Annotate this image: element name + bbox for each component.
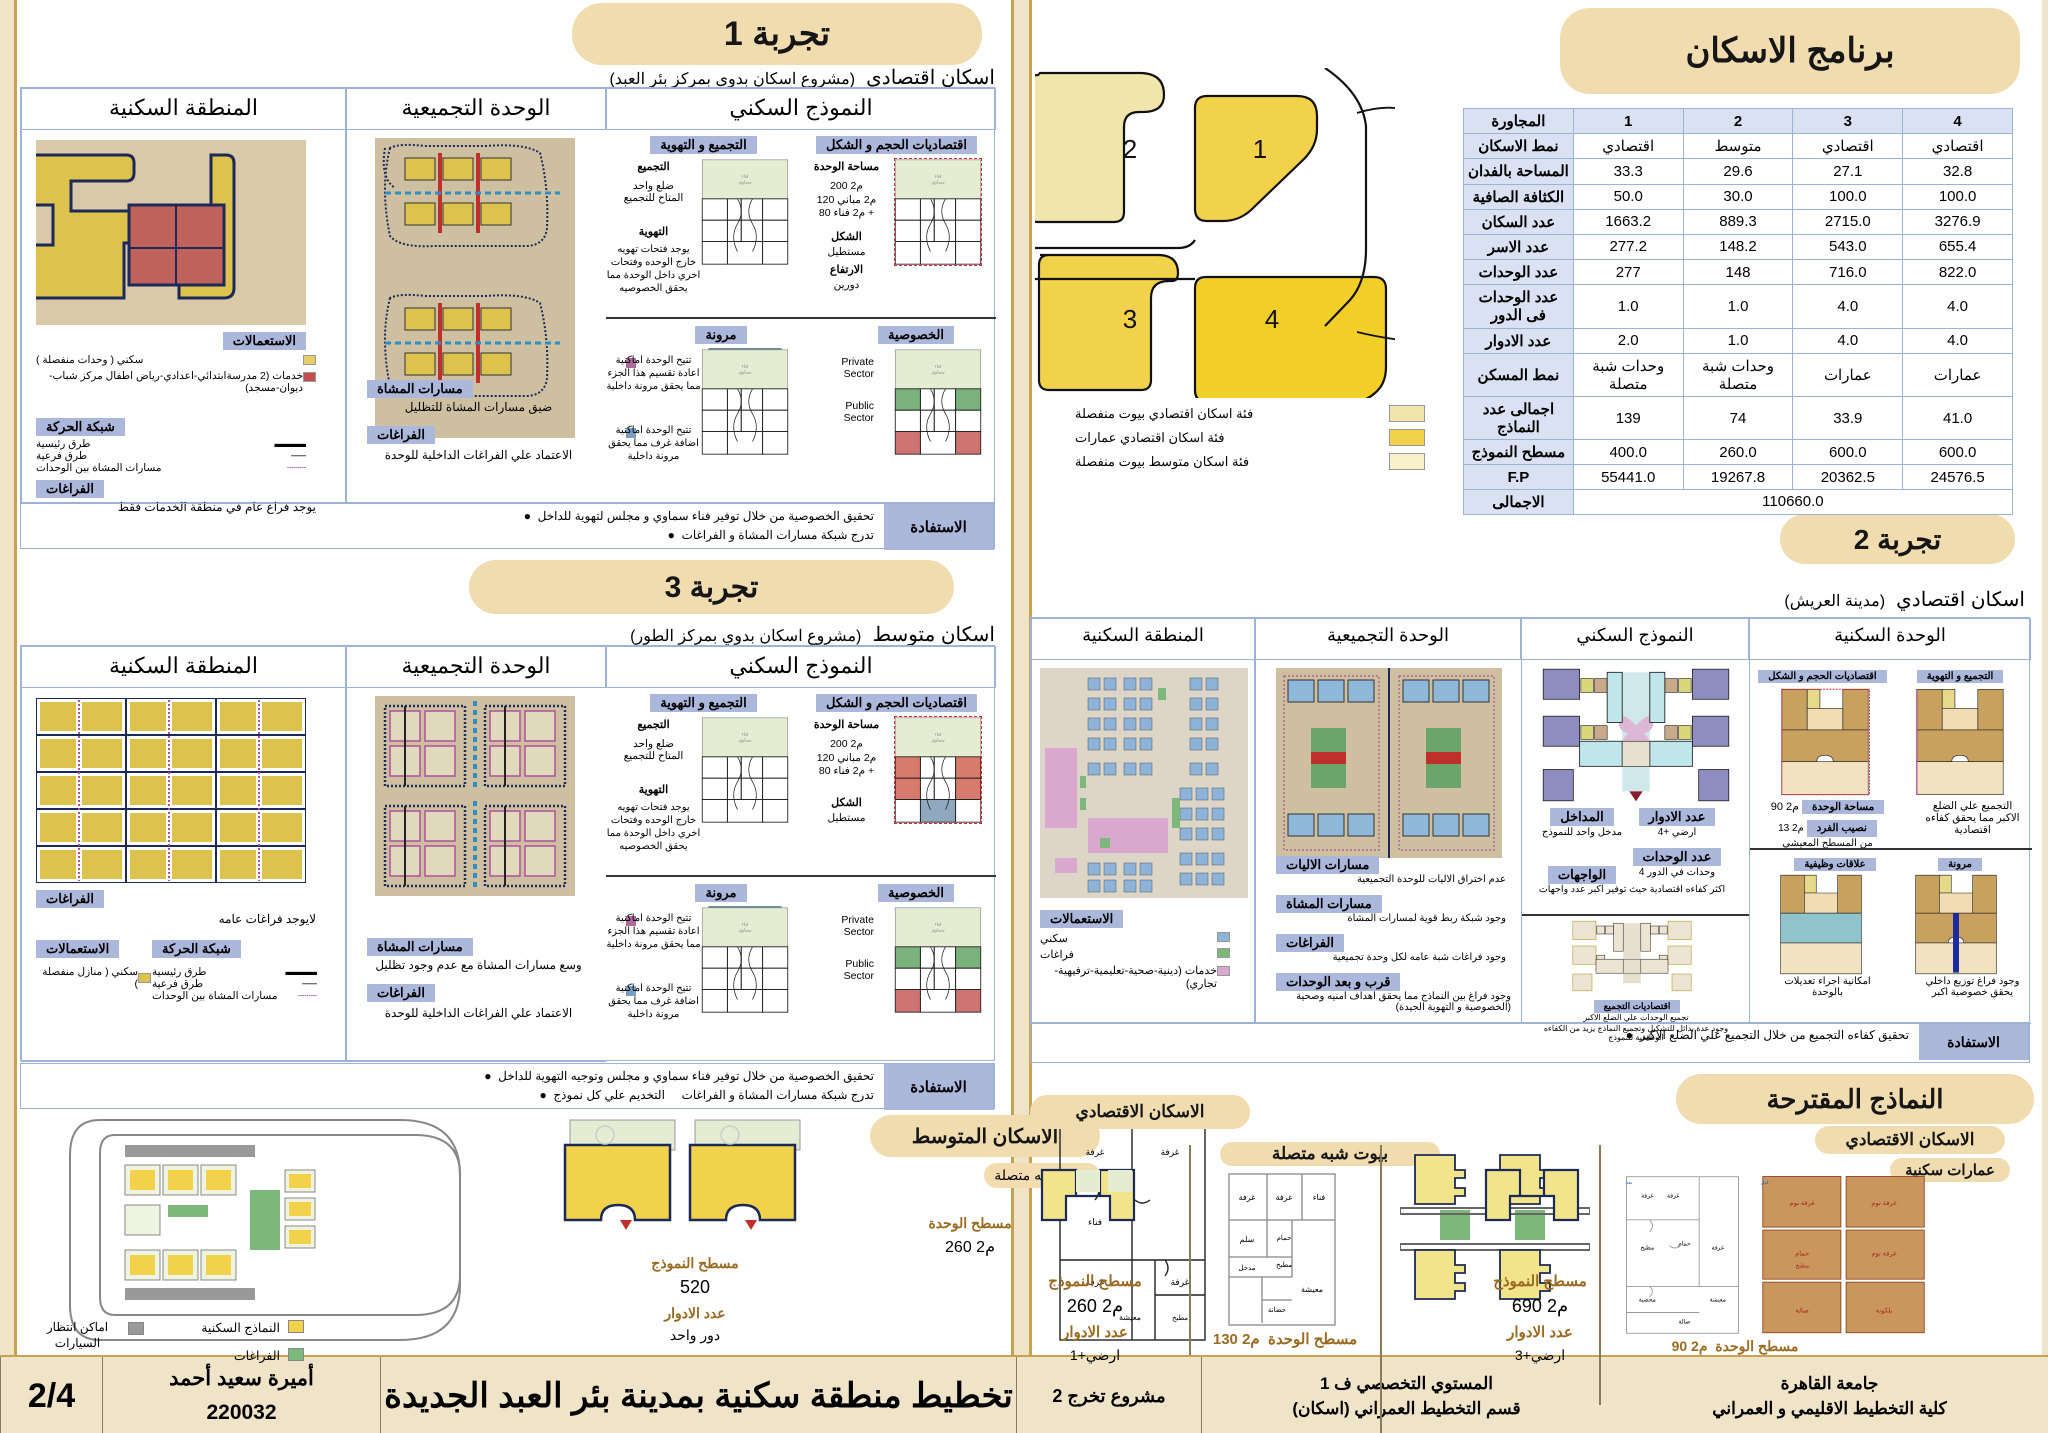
svg-text:سلم: سلم (1240, 1235, 1255, 1244)
svg-text:قبل التعديل: قبل التعديل (1760, 1180, 1769, 1186)
svg-text:حمام: حمام (1795, 1249, 1809, 1257)
svg-text:مطبخ: مطبخ (1276, 1261, 1292, 1269)
svg-text:غرفة: غرفة (1667, 1193, 1679, 1200)
svg-text:مطبخ: مطبخ (1640, 1244, 1654, 1251)
svg-text:غرفة: غرفة (1641, 1193, 1653, 1200)
svg-text:غرفة: غرفة (1086, 1147, 1105, 1158)
svg-text:غرفة نوم: غرفة نوم (1790, 1200, 1816, 1207)
svg-text:معيشة: معيشة (1301, 1285, 1323, 1294)
svg-text:حضانة: حضانة (1268, 1306, 1286, 1314)
svg-text:صالة: صالة (1796, 1307, 1810, 1315)
svg-text:فناء: فناء (1313, 1193, 1326, 1202)
svg-text:4: 4 (1265, 304, 1279, 334)
svg-text:صالة: صالة (1678, 1319, 1690, 1326)
svg-text:مطبخ: مطبخ (1795, 1262, 1809, 1269)
svg-text:بعد التعديل: بعد التعديل (1625, 1180, 1632, 1186)
svg-text:محضية: محضية (1639, 1297, 1656, 1303)
svg-text:2: 2 (1123, 134, 1137, 164)
svg-text:1: 1 (1253, 134, 1267, 164)
svg-text:حمام: حمام (1678, 1241, 1691, 1248)
svg-text:معيشة: معيشة (1710, 1297, 1726, 1303)
svg-text:غرفة: غرفة (1276, 1193, 1293, 1202)
svg-text:بلكونة: بلكونة (1876, 1307, 1893, 1315)
svg-text:غرفة نوم: غرفة نوم (1871, 1200, 1897, 1207)
svg-text:غرفة: غرفة (1161, 1147, 1180, 1158)
svg-text:غرفة: غرفة (1239, 1193, 1256, 1202)
svg-text:مدخل: مدخل (1238, 1264, 1255, 1272)
svg-text:غرفة: غرفة (1712, 1244, 1724, 1251)
svg-text:حمام: حمام (1277, 1234, 1292, 1242)
svg-text:غرفة نوم: غرفة نوم (1871, 1250, 1897, 1257)
svg-text:3: 3 (1123, 304, 1137, 334)
